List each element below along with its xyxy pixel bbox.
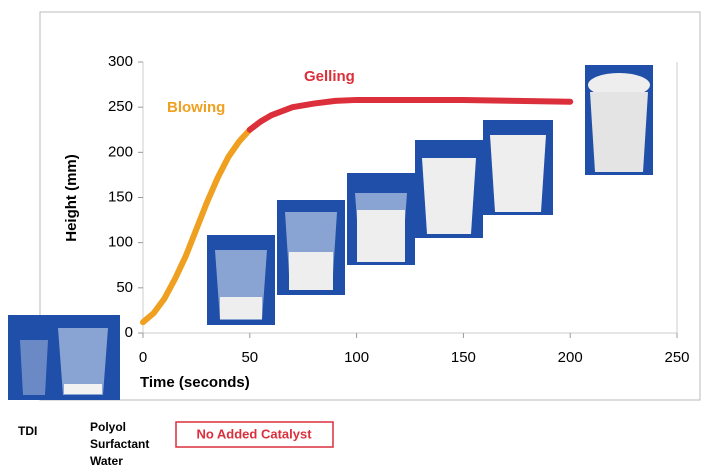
polyol-label: Surfactant bbox=[90, 437, 149, 451]
series-label: Blowing bbox=[167, 99, 225, 116]
x-axis-title: Time (seconds) bbox=[140, 374, 250, 391]
polyol-label: Water bbox=[90, 454, 123, 468]
photo bbox=[415, 140, 483, 238]
photo bbox=[8, 315, 120, 400]
y-tick-label: 200 bbox=[108, 143, 133, 160]
y-tick-label: 250 bbox=[108, 98, 133, 115]
y-tick-label: 300 bbox=[108, 53, 133, 70]
tdi-label: TDI bbox=[18, 424, 37, 438]
x-tick-label: 150 bbox=[451, 349, 476, 366]
y-tick-label: 150 bbox=[108, 188, 133, 205]
y-tick-label: 50 bbox=[116, 279, 133, 296]
polyol-label: Polyol bbox=[90, 420, 126, 434]
photo bbox=[483, 120, 553, 215]
photo bbox=[347, 173, 415, 265]
photo bbox=[277, 200, 345, 295]
chart: No Added Catalyst TDI Polyol Surfactant … bbox=[0, 0, 705, 470]
y-axis-title: Height (mm) bbox=[63, 154, 80, 242]
x-tick-label: 250 bbox=[664, 349, 689, 366]
y-tick-label: 0 bbox=[125, 324, 133, 341]
series-label: Gelling bbox=[304, 68, 355, 85]
photo bbox=[585, 65, 653, 175]
x-tick-label: 200 bbox=[558, 349, 583, 366]
x-tick-label: 0 bbox=[139, 349, 147, 366]
x-tick-label: 100 bbox=[344, 349, 369, 366]
photo bbox=[207, 235, 275, 325]
catalyst-label: No Added Catalyst bbox=[196, 426, 312, 441]
photos bbox=[8, 65, 653, 400]
x-tick-label: 50 bbox=[241, 349, 258, 366]
y-tick-label: 100 bbox=[108, 234, 133, 251]
